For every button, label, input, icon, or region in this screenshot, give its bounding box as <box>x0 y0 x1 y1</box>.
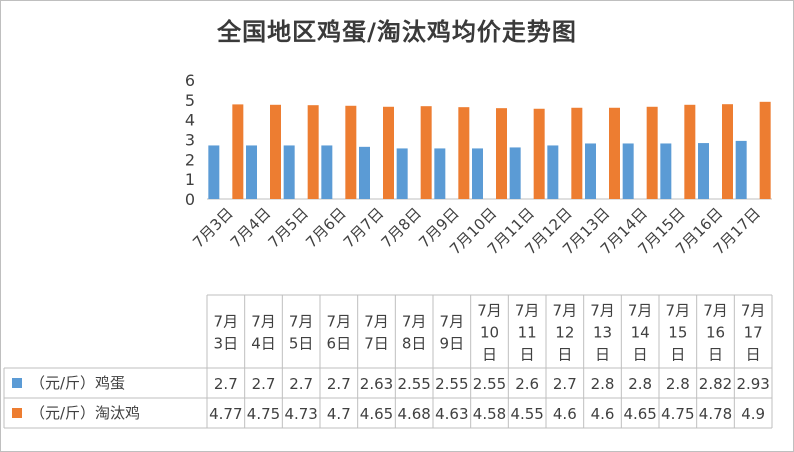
bar-egg-14 <box>698 143 709 199</box>
bar-hen-15 <box>759 101 771 199</box>
table-value: 4.75 <box>661 405 694 423</box>
table-header-date: 7月 6日 <box>327 313 352 353</box>
table-value: 2.93 <box>736 375 769 393</box>
x-category-label: 7月4日 <box>227 204 274 251</box>
x-category-label: 7月8日 <box>378 204 425 251</box>
table-value: 4.78 <box>699 405 732 423</box>
legend-label-hen: （元/斤）淘汰鸡 <box>30 404 140 422</box>
legend-swatch-egg <box>12 378 22 388</box>
table-value: 4.73 <box>284 405 317 423</box>
bar-egg-15 <box>735 140 747 199</box>
table-value: 2.82 <box>699 375 732 393</box>
y-tick-label: 3 <box>185 131 195 150</box>
table-value: 2.7 <box>553 375 577 393</box>
table-value: 4.75 <box>247 405 280 423</box>
y-tick-label: 1 <box>185 170 195 189</box>
table-header-date: 7月 7日 <box>364 313 389 353</box>
table-value: 4.63 <box>435 405 468 423</box>
chart-title: 全国地区鸡蛋/淘汰鸡均价走势图 <box>217 18 577 46</box>
table-value: 2.8 <box>666 375 690 393</box>
table-value: 2.7 <box>252 375 276 393</box>
table-value: 2.7 <box>327 375 351 393</box>
bar-hen-7 <box>458 107 470 199</box>
table-header-date: 7月 12 日 <box>553 302 578 364</box>
bar-hen-5 <box>383 106 394 199</box>
x-category-label: 7月5日 <box>265 204 312 251</box>
legend-swatch-hen <box>12 408 22 418</box>
x-category-label: 7月6日 <box>302 204 349 251</box>
table-value: 2.55 <box>435 375 468 393</box>
bar-hen-8 <box>496 108 507 199</box>
bar-hen-9 <box>533 108 545 199</box>
table-header-date: 7月 5日 <box>289 313 314 353</box>
x-category-label: 7月7日 <box>340 204 387 251</box>
table-value: 2.6 <box>515 375 539 393</box>
bar-hen-2 <box>270 104 281 199</box>
bar-hen-13 <box>684 104 696 199</box>
bar-egg-2 <box>246 145 257 199</box>
table-value: 4.58 <box>473 405 506 423</box>
table-header-date: 7月 3日 <box>214 313 239 353</box>
bar-hen-4 <box>345 105 357 199</box>
bar-hen-11 <box>609 107 620 199</box>
bar-egg-4 <box>321 145 333 199</box>
table-value: 4.6 <box>591 405 615 423</box>
bar-egg-13 <box>660 143 672 199</box>
table-value: 4.55 <box>510 405 543 423</box>
table-value: 2.8 <box>628 375 652 393</box>
bar-egg-3 <box>283 145 295 199</box>
table-header-date: 7月 15 日 <box>666 302 691 364</box>
legend-label-egg: （元/斤）鸡蛋 <box>30 374 125 392</box>
bar-egg-7 <box>434 148 446 199</box>
x-category-label: 7月3日 <box>189 204 236 251</box>
bar-egg-1 <box>208 145 220 199</box>
table-value: 2.63 <box>360 375 393 393</box>
table-header-date: 7月 16 日 <box>703 302 728 364</box>
table-value: 4.9 <box>741 405 765 423</box>
y-tick-label: 2 <box>185 150 195 169</box>
bar-hen-10 <box>571 107 583 199</box>
y-tick-label: 0 <box>185 190 195 209</box>
table-value: 4.68 <box>397 405 430 423</box>
bar-hen-3 <box>307 105 319 199</box>
table-value: 2.7 <box>289 375 313 393</box>
table-header-date: 7月 13 日 <box>590 302 615 364</box>
bar-hen-14 <box>722 104 733 199</box>
bar-egg-11 <box>585 143 596 199</box>
y-tick-label: 6 <box>185 71 195 90</box>
bar-egg-9 <box>509 147 521 199</box>
table-header-date: 7月 9日 <box>440 313 465 353</box>
table-value: 4.65 <box>623 405 656 423</box>
table-header-date: 7月 17 日 <box>741 302 766 364</box>
y-tick-label: 4 <box>185 111 195 130</box>
table-value: 2.7 <box>214 375 238 393</box>
bar-egg-8 <box>472 148 483 199</box>
table-header-date: 7月 10 日 <box>477 302 502 364</box>
table-value: 2.55 <box>473 375 506 393</box>
table-value: 2.8 <box>591 375 615 393</box>
table-header-date: 7月 11 日 <box>515 302 540 364</box>
table-header-date: 7月 8日 <box>402 313 427 353</box>
table-value: 4.6 <box>553 405 577 423</box>
y-tick-label: 5 <box>185 91 195 110</box>
bar-egg-5 <box>359 146 370 199</box>
table-value: 2.55 <box>397 375 430 393</box>
bar-hen-12 <box>646 106 658 199</box>
table-value: 4.65 <box>360 405 393 423</box>
bar-hen-6 <box>420 106 432 199</box>
bar-egg-12 <box>622 143 634 199</box>
table-header-date: 7月 14 日 <box>628 302 653 364</box>
table-value: 4.77 <box>209 405 242 423</box>
bar-egg-6 <box>396 148 408 199</box>
bar-hen-1 <box>232 104 244 199</box>
table-header-date: 7月 4日 <box>251 313 276 353</box>
bar-egg-10 <box>547 145 559 199</box>
table-value: 4.7 <box>327 405 351 423</box>
